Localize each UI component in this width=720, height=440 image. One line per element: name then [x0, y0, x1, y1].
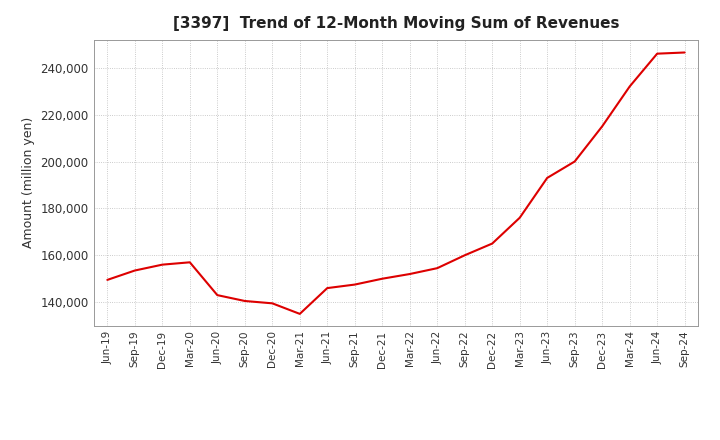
Title: [3397]  Trend of 12-Month Moving Sum of Revenues: [3397] Trend of 12-Month Moving Sum of R… [173, 16, 619, 32]
Y-axis label: Amount (million yen): Amount (million yen) [22, 117, 35, 248]
